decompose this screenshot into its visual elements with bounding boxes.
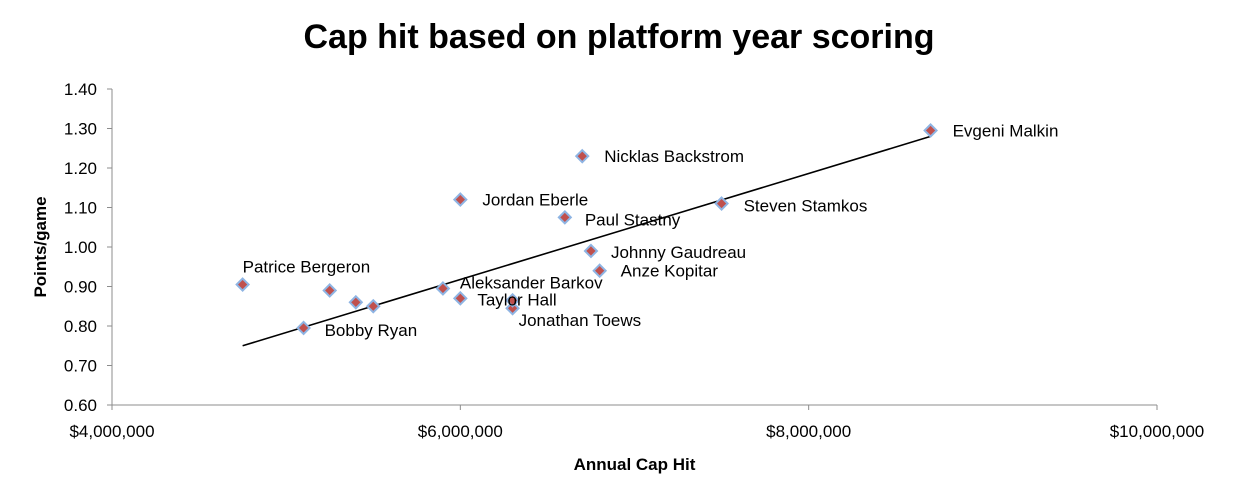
data-point (296, 320, 311, 336)
data-point (592, 263, 608, 279)
y-tick-label: 0.70 (64, 357, 97, 376)
y-tick-label: 0.90 (64, 278, 97, 297)
point-label: Anze Kopitar (621, 262, 719, 281)
point-label: Bobby Ryan (325, 321, 418, 340)
x-tick-label: $4,000,000 (69, 422, 154, 441)
x-axis-ticks: $4,000,000 $6,000,000 $8,000,000 $10,000,00… (69, 405, 1204, 441)
point-label: Jonathan Toews (519, 311, 642, 330)
point-label: Steven Stamkos (744, 197, 868, 216)
trendline (242, 135, 931, 347)
y-tick-label: 1.40 (64, 80, 97, 99)
point-labels: Patrice Bergeron Bobby Ryan Aleksander Bar… (243, 121, 1059, 340)
point-label: Taylor Hall (477, 290, 556, 309)
data-point (583, 243, 599, 259)
point-label: Evgeni Malkin (953, 121, 1059, 140)
point-label: Jordan Eberle (482, 191, 588, 210)
point-label: Nicklas Backstrom (604, 147, 744, 166)
x-tick-label: $8,000,000 (766, 422, 851, 441)
x-axis-title: Annual Cap Hit (574, 455, 696, 474)
x-tick-label: $10,000,000 (1110, 422, 1205, 441)
trendline-group (242, 135, 931, 347)
data-point (348, 294, 364, 310)
x-tick-label: $6,000,000 (418, 422, 503, 441)
data-point (574, 148, 590, 164)
y-axis-ticks: 0.60 0.70 0.80 0.90 1.00 1.10 1.20 1.30 1.40 (64, 80, 112, 415)
point-label: Johnny Gaudreau (611, 243, 746, 262)
y-tick-label: 1.30 (64, 120, 97, 139)
point-label: Aleksander Barkov (460, 273, 603, 292)
data-point (505, 300, 520, 316)
data-point (557, 209, 573, 225)
data-point (714, 196, 729, 211)
y-tick-label: 1.00 (64, 238, 97, 257)
data-point (452, 290, 468, 306)
point-label: Paul Stastny (585, 210, 681, 229)
point-label: Patrice Bergeron (243, 258, 371, 277)
y-tick-label: 0.80 (64, 317, 97, 336)
data-point (923, 123, 938, 138)
data-point (365, 298, 381, 314)
y-axis-title: Points/game (31, 196, 50, 297)
data-point (235, 277, 251, 292)
data-point (322, 283, 338, 298)
data-point (505, 292, 520, 308)
y-tick-label: 1.20 (64, 159, 97, 178)
data-points (235, 123, 938, 336)
y-tick-label: 0.60 (64, 396, 97, 415)
data-point (435, 281, 451, 296)
data-point (452, 192, 468, 208)
chart-title: Cap hit based on platform year scoring (303, 18, 935, 56)
y-tick-label: 1.10 (64, 199, 97, 218)
